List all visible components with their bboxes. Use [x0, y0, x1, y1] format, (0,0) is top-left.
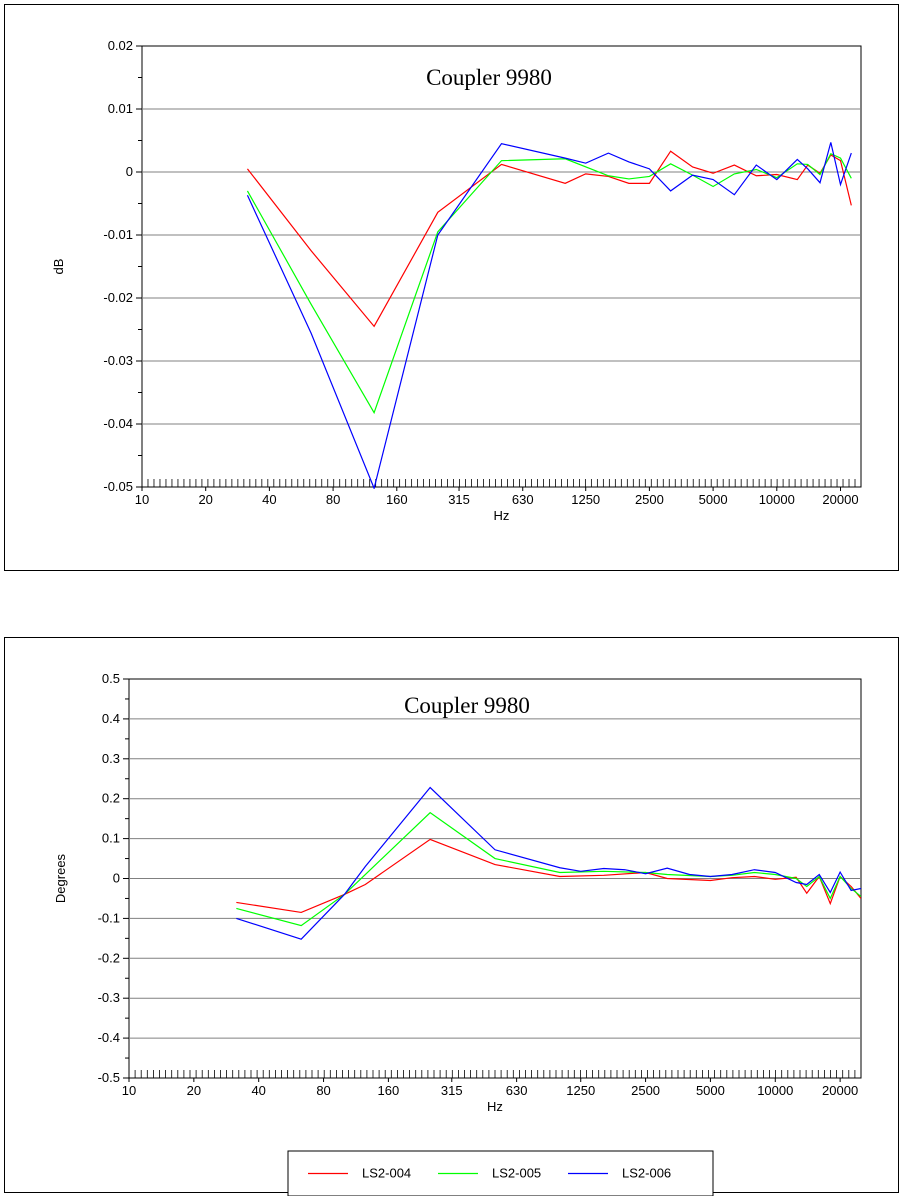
x-tick-label: 80 — [316, 1083, 330, 1098]
y-tick-label: 0 — [113, 871, 120, 886]
x-tick-label: 315 — [448, 492, 470, 507]
x-tick-label: 20000 — [822, 492, 858, 507]
y-tick-label: 0.5 — [102, 671, 120, 686]
y-tick-label: -0.2 — [98, 950, 120, 965]
series-line-ls2-006 — [236, 786, 861, 940]
x-tick-label: 5000 — [699, 492, 728, 507]
y-tick-label: -0.02 — [103, 290, 133, 305]
x-tick-label: 20 — [198, 492, 212, 507]
legend-label: LS2-005 — [492, 1166, 541, 1181]
legend-label: LS2-006 — [622, 1166, 671, 1181]
x-axis-title: Hz — [487, 1099, 503, 1114]
x-tick-label: 80 — [326, 492, 340, 507]
y-tick-label: 0.4 — [102, 711, 120, 726]
x-tick-label: 40 — [251, 1083, 265, 1098]
x-tick-label: 10000 — [757, 1083, 793, 1098]
x-tick-label: 160 — [378, 1083, 400, 1098]
x-tick-label: 20 — [187, 1083, 201, 1098]
y-tick-label: 0.2 — [102, 791, 120, 806]
y-tick-label: 0.3 — [102, 751, 120, 766]
x-tick-label: 160 — [386, 492, 408, 507]
x-tick-label: 1250 — [571, 492, 600, 507]
series-line-ls2-004 — [236, 838, 861, 914]
legend-box — [287, 1150, 714, 1196]
x-tick-label: 10 — [135, 492, 149, 507]
y-tick-label: -0.5 — [98, 1070, 120, 1085]
y-axis-title: Degrees — [53, 853, 68, 903]
y-tick-label: -0.3 — [98, 990, 120, 1005]
y-tick-label: -0.4 — [98, 1030, 120, 1045]
x-axis-title: Hz — [494, 508, 510, 523]
x-tick-label: 630 — [512, 492, 534, 507]
y-tick-label: 0.02 — [108, 38, 133, 53]
x-tick-label: 630 — [506, 1083, 528, 1098]
y-axis-title: dB — [51, 259, 66, 275]
y-tick-label: -0.03 — [103, 353, 133, 368]
x-tick-label: 20000 — [822, 1083, 858, 1098]
x-tick-label: 2500 — [635, 492, 664, 507]
y-tick-label: 0.01 — [108, 101, 133, 116]
x-tick-label: 40 — [262, 492, 276, 507]
y-tick-label: -0.1 — [98, 910, 120, 925]
y-tick-label: -0.01 — [103, 227, 133, 242]
x-tick-label: 10000 — [759, 492, 795, 507]
x-tick-label: 1250 — [566, 1083, 595, 1098]
series-line-ls2-006 — [246, 142, 852, 489]
x-tick-label: 2500 — [631, 1083, 660, 1098]
chart-title: Coupler 9980 — [426, 65, 552, 90]
chart-panel-db: 0.02 0.01 0 -0.01 -0.02 -0.03 -0.04 -0.05 10 20 40… — [4, 4, 899, 571]
x-tick-label: 5000 — [696, 1083, 725, 1098]
plot-frame — [141, 45, 862, 488]
y-tick-label: -0.05 — [103, 479, 133, 494]
chart-panel-degrees: 0.5 0.4 0.3 0.2 0.1 0 -0.1 -0.2 -0.3 -0.4 -0.5 10 20… — [4, 637, 899, 1196]
x-tick-label: 315 — [441, 1083, 463, 1098]
y-tick-label: 0.1 — [102, 831, 120, 846]
y-tick-label: -0.04 — [103, 416, 133, 431]
legend-label: LS2-004 — [362, 1166, 411, 1181]
x-tick-label: 10 — [122, 1083, 136, 1098]
chart-degrees-svg: 0.5 0.4 0.3 0.2 0.1 0 -0.1 -0.2 -0.3 -0.4 -0.510 20… — [53, 671, 862, 1196]
y-tick-label: 0 — [126, 164, 133, 179]
chart-title: Coupler 9980 — [404, 693, 530, 718]
